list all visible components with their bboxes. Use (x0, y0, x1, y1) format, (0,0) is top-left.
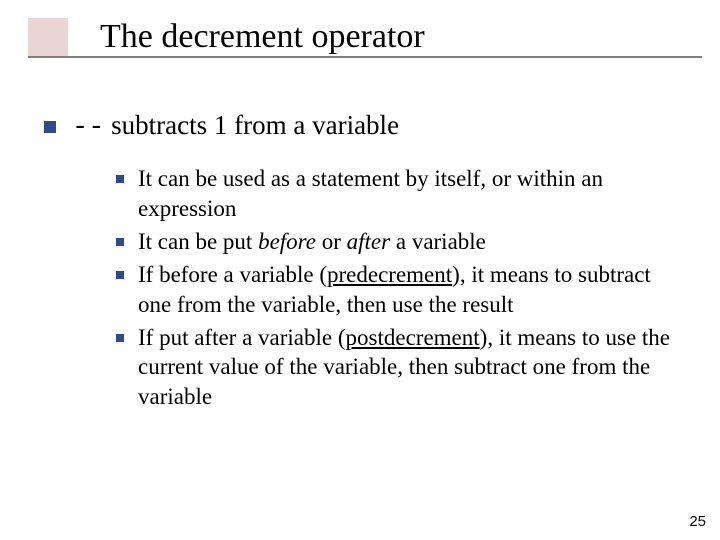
sub-bullet-item: It can be put before or after a variable (116, 227, 680, 257)
square-bullet-icon (116, 334, 124, 342)
title-underline (28, 56, 702, 58)
text-frag: If put after a variable ( (138, 325, 346, 350)
sub-bullet-item: If put after a variable (postdecrement),… (116, 323, 680, 413)
sub-bullet-text: It can be used as a statement by itself,… (138, 164, 680, 224)
text-frag: or (316, 229, 347, 254)
sub-bullet-text: If put after a variable (postdecrement),… (138, 323, 680, 413)
sub-bullet-item: It can be used as a statement by itself,… (116, 164, 680, 224)
sub-bullet-text: If before a variable (predecrement), it … (138, 260, 680, 320)
text-frag: If before a variable ( (138, 262, 327, 287)
sub-bullet-list: It can be used as a statement by itself,… (44, 164, 680, 412)
square-bullet-icon (116, 175, 124, 183)
text-frag: a variable (390, 229, 486, 254)
underline-postdecrement: postdecrement (346, 325, 480, 350)
square-bullet-icon (116, 238, 124, 246)
operator-code: -- (72, 113, 104, 143)
text-frag: It can be put (138, 229, 258, 254)
page-number: 25 (689, 513, 706, 530)
underline-predecrement: predecrement (327, 262, 452, 287)
main-bullet-item: -- subtracts 1 from a variable (44, 109, 680, 146)
title-region: The decrement operator (0, 0, 720, 55)
main-rest: subtracts 1 from a variable (104, 110, 399, 140)
sub-bullet-item: If before a variable (predecrement), it … (116, 260, 680, 320)
italic-before: before (258, 229, 316, 254)
content-region: -- subtracts 1 from a variable It can be… (0, 55, 720, 412)
slide-title: The decrement operator (28, 18, 720, 55)
sub-bullet-text: It can be put before or after a variable (138, 227, 486, 257)
italic-after: after (347, 229, 390, 254)
square-bullet-icon (44, 121, 56, 133)
main-bullet-text: -- subtracts 1 from a variable (72, 109, 399, 146)
square-bullet-icon (116, 271, 124, 279)
